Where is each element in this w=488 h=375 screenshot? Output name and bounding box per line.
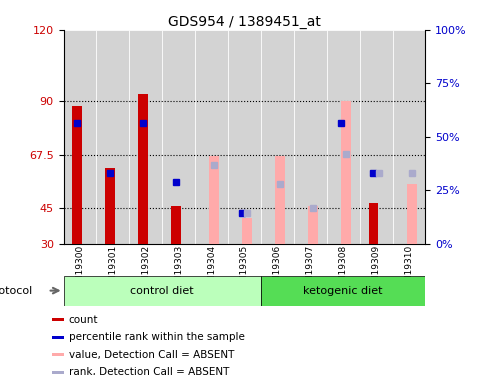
Bar — [63, 276, 261, 306]
Text: percentile rank within the sample: percentile rank within the sample — [68, 332, 244, 342]
Bar — [368, 203, 378, 244]
Bar — [162, 30, 195, 244]
Bar — [209, 156, 219, 244]
Bar — [195, 30, 227, 244]
Bar — [52, 371, 64, 374]
Bar — [52, 336, 64, 339]
Bar — [340, 101, 350, 244]
Bar — [52, 353, 64, 356]
Bar — [129, 30, 162, 244]
Bar — [293, 30, 326, 244]
Bar — [63, 30, 96, 244]
Bar — [307, 206, 317, 244]
Text: value, Detection Call = ABSENT: value, Detection Call = ABSENT — [68, 350, 233, 360]
Text: count: count — [68, 315, 98, 325]
Text: ketogenic diet: ketogenic diet — [303, 286, 382, 296]
Bar — [392, 30, 425, 244]
Bar — [359, 30, 392, 244]
Bar — [138, 94, 148, 244]
Text: protocol: protocol — [0, 286, 32, 296]
Text: rank, Detection Call = ABSENT: rank, Detection Call = ABSENT — [68, 367, 228, 375]
Title: GDS954 / 1389451_at: GDS954 / 1389451_at — [168, 15, 320, 29]
Bar — [96, 30, 129, 244]
Bar — [261, 30, 293, 244]
Bar — [72, 106, 82, 244]
Bar — [52, 318, 64, 321]
Bar — [275, 156, 285, 244]
Bar — [227, 30, 261, 244]
Text: control diet: control diet — [130, 286, 194, 296]
Bar — [261, 276, 425, 306]
Bar — [105, 168, 115, 244]
Bar — [326, 30, 359, 244]
Bar — [406, 184, 416, 244]
Bar — [242, 217, 251, 244]
Bar — [171, 206, 181, 244]
